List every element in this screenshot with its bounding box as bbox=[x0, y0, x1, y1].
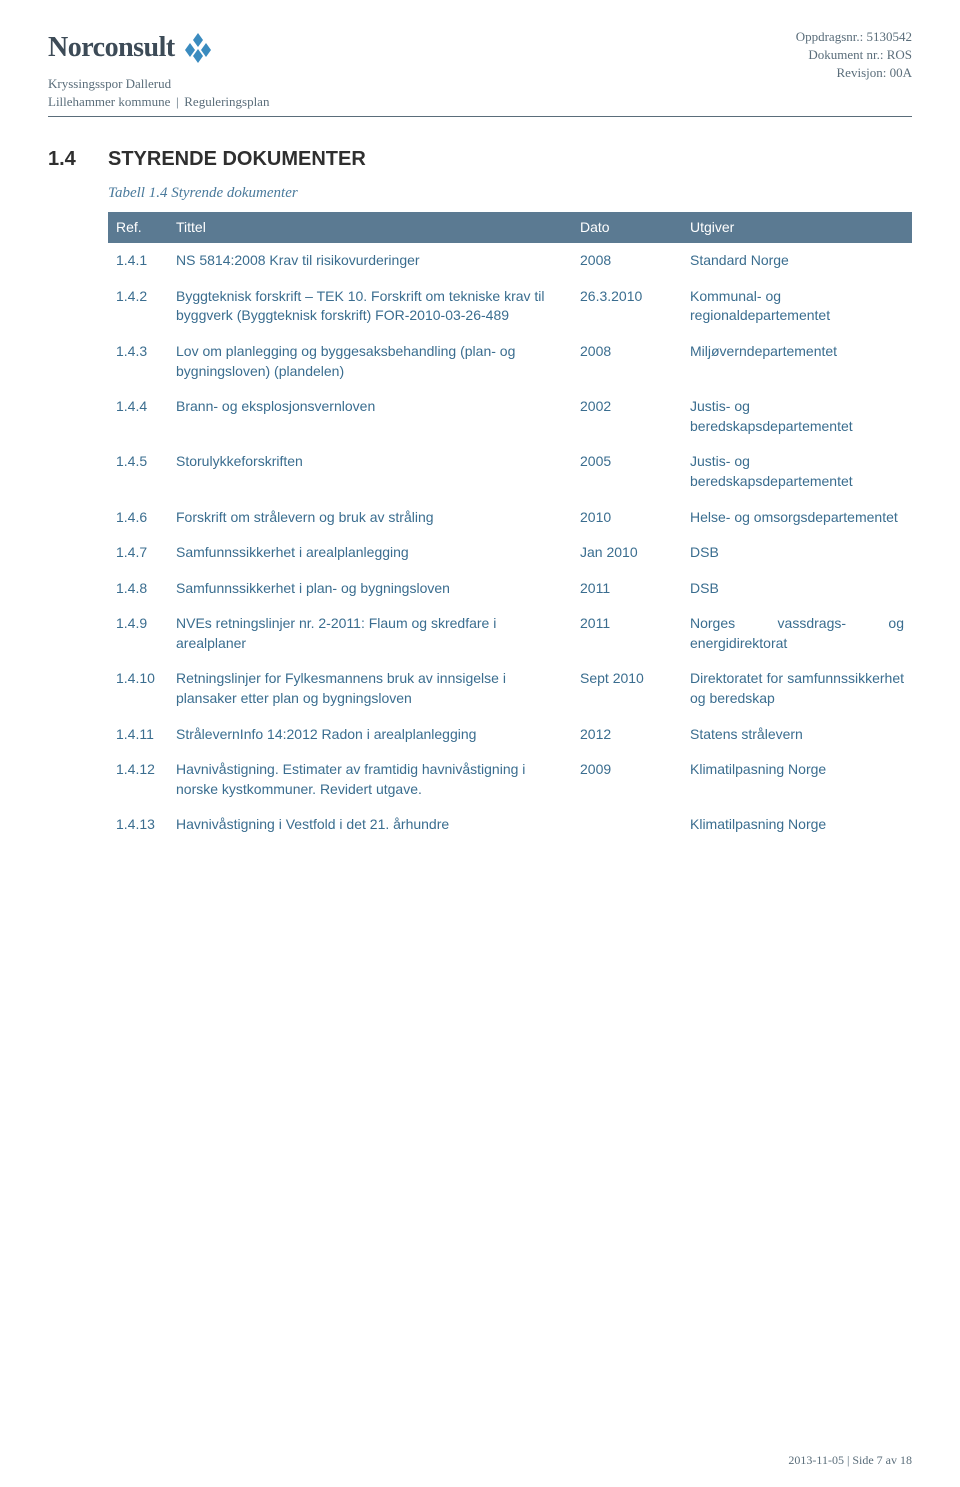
revision: Revisjon: 00A bbox=[796, 64, 912, 82]
table-body: 1.4.1NS 5814:2008 Krav til risikovurderi… bbox=[108, 243, 912, 843]
col-header-pub: Utgiver bbox=[682, 212, 912, 244]
header-right: Oppdragsnr.: 5130542 Dokument nr.: ROS R… bbox=[796, 28, 912, 83]
table-row: 1.4.5Storulykkeforskriften2005Justis- og… bbox=[108, 444, 912, 499]
cell-ref: 1.4.12 bbox=[108, 752, 168, 807]
col-header-title: Tittel bbox=[168, 212, 572, 244]
table-caption: Tabell 1.4 Styrende dokumenter bbox=[108, 183, 912, 204]
cell-ref: 1.4.7 bbox=[108, 535, 168, 571]
documents-table: Ref. Tittel Dato Utgiver 1.4.1NS 5814:20… bbox=[108, 212, 912, 843]
cell-date: 2008 bbox=[572, 243, 682, 279]
cell-title: NS 5814:2008 Krav til risikovurderinger bbox=[168, 243, 572, 279]
table-row: 1.4.10Retningslinjer for Fylkesmannens b… bbox=[108, 661, 912, 716]
cell-ref: 1.4.13 bbox=[108, 807, 168, 843]
table-head: Ref. Tittel Dato Utgiver bbox=[108, 212, 912, 244]
logo-mark-icon bbox=[181, 33, 215, 63]
client-name: Lillehammer kommune bbox=[48, 94, 170, 109]
section-body: STYRENDE DOKUMENTER Tabell 1.4 Styrende … bbox=[108, 145, 912, 843]
section-number: 1.4 bbox=[48, 145, 90, 843]
table-header-row: Ref. Tittel Dato Utgiver bbox=[108, 212, 912, 244]
cell-ref: 1.4.8 bbox=[108, 571, 168, 607]
cell-date: 2002 bbox=[572, 389, 682, 444]
cell-date: 2008 bbox=[572, 334, 682, 389]
cell-ref: 1.4.1 bbox=[108, 243, 168, 279]
col-header-date: Dato bbox=[572, 212, 682, 244]
plan-type: Reguleringsplan bbox=[184, 94, 269, 109]
cell-title: Retningslinjer for Fylkesmannens bruk av… bbox=[168, 661, 572, 716]
cell-date: 2009 bbox=[572, 752, 682, 807]
cell-title: Storulykkeforskriften bbox=[168, 444, 572, 499]
table-row: 1.4.11StrålevernInfo 14:2012 Radon i are… bbox=[108, 717, 912, 753]
cell-ref: 1.4.10 bbox=[108, 661, 168, 716]
cell-publisher: Direktoratet for samfunnssikkerhet og be… bbox=[682, 661, 912, 716]
cell-title: Samfunnssikkerhet i plan- og bygningslov… bbox=[168, 571, 572, 607]
cell-ref: 1.4.5 bbox=[108, 444, 168, 499]
cell-date: 2010 bbox=[572, 500, 682, 536]
section-title: STYRENDE DOKUMENTER bbox=[108, 145, 912, 173]
page-footer: 2013-11-05 | Side 7 av 18 bbox=[788, 1452, 912, 1469]
page-header: Norconsult Kryssingsspor Dallerud Lilleh… bbox=[48, 28, 912, 117]
cell-date: 2005 bbox=[572, 444, 682, 499]
table-row: 1.4.7Samfunnssikkerhet i arealplanleggin… bbox=[108, 535, 912, 571]
cell-title: Havnivåstigning. Estimater av framtidig … bbox=[168, 752, 572, 807]
table-row: 1.4.12Havnivåstigning. Estimater av fram… bbox=[108, 752, 912, 807]
header-left: Norconsult Kryssingsspor Dallerud Lilleh… bbox=[48, 28, 269, 112]
cell-publisher: DSB bbox=[682, 571, 912, 607]
cell-publisher: DSB bbox=[682, 535, 912, 571]
cell-ref: 1.4.4 bbox=[108, 389, 168, 444]
cell-title: Brann- og eksplosjonsvernloven bbox=[168, 389, 572, 444]
logo-text: Norconsult bbox=[48, 28, 175, 67]
cell-publisher: Justis- og beredskapsdepartementet bbox=[682, 389, 912, 444]
cell-date bbox=[572, 807, 682, 843]
cell-publisher: Helse- og omsorgsdepartementet bbox=[682, 500, 912, 536]
cell-title: NVEs retningslinjer nr. 2-2011: Flaum og… bbox=[168, 606, 572, 661]
cell-publisher: Kommunal- og regionaldepartementet bbox=[682, 279, 912, 334]
cell-title: Havnivåstigning i Vestfold i det 21. årh… bbox=[168, 807, 572, 843]
cell-ref: 1.4.2 bbox=[108, 279, 168, 334]
cell-ref: 1.4.11 bbox=[108, 717, 168, 753]
cell-title: Samfunnssikkerhet i arealplanlegging bbox=[168, 535, 572, 571]
table-row: 1.4.13Havnivåstigning i Vestfold i det 2… bbox=[108, 807, 912, 843]
divider-icon: | bbox=[174, 94, 181, 109]
col-header-ref: Ref. bbox=[108, 212, 168, 244]
document-page: Norconsult Kryssingsspor Dallerud Lilleh… bbox=[0, 0, 960, 883]
cell-publisher: Miljøverndepartementet bbox=[682, 334, 912, 389]
cell-title: Forskrift om strålevern og bruk av strål… bbox=[168, 500, 572, 536]
cell-publisher: Standard Norge bbox=[682, 243, 912, 279]
cell-publisher: Klimatilpasning Norge bbox=[682, 807, 912, 843]
table-row: 1.4.9NVEs retningslinjer nr. 2-2011: Fla… bbox=[108, 606, 912, 661]
table-row: 1.4.8Samfunnssikkerhet i plan- og bygnin… bbox=[108, 571, 912, 607]
table-row: 1.4.6Forskrift om strålevern og bruk av … bbox=[108, 500, 912, 536]
cell-title: StrålevernInfo 14:2012 Radon i arealplan… bbox=[168, 717, 572, 753]
cell-publisher: Norges vassdrags- og energidirektorat bbox=[682, 606, 912, 661]
cell-date: Jan 2010 bbox=[572, 535, 682, 571]
table-row: 1.4.4Brann- og eksplosjonsvernloven2002J… bbox=[108, 389, 912, 444]
cell-publisher: Klimatilpasning Norge bbox=[682, 752, 912, 807]
cell-date: 2011 bbox=[572, 606, 682, 661]
assignment-number: Oppdragsnr.: 5130542 bbox=[796, 28, 912, 46]
table-row: 1.4.3Lov om planlegging og byggesaksbeha… bbox=[108, 334, 912, 389]
project-name: Kryssingsspor Dallerud bbox=[48, 75, 269, 93]
cell-date: 2012 bbox=[572, 717, 682, 753]
cell-date: Sept 2010 bbox=[572, 661, 682, 716]
cell-ref: 1.4.3 bbox=[108, 334, 168, 389]
table-row: 1.4.2Byggteknisk forskrift – TEK 10. For… bbox=[108, 279, 912, 334]
client-plan-line: Lillehammer kommune | Reguleringsplan bbox=[48, 93, 269, 111]
cell-date: 26.3.2010 bbox=[572, 279, 682, 334]
cell-ref: 1.4.9 bbox=[108, 606, 168, 661]
cell-publisher: Statens strålevern bbox=[682, 717, 912, 753]
company-logo: Norconsult bbox=[48, 28, 269, 67]
cell-publisher: Justis- og beredskapsdepartementet bbox=[682, 444, 912, 499]
cell-date: 2011 bbox=[572, 571, 682, 607]
table-row: 1.4.1NS 5814:2008 Krav til risikovurderi… bbox=[108, 243, 912, 279]
document-number: Dokument nr.: ROS bbox=[796, 46, 912, 64]
section: 1.4 STYRENDE DOKUMENTER Tabell 1.4 Styre… bbox=[48, 145, 912, 843]
cell-title: Byggteknisk forskrift – TEK 10. Forskrif… bbox=[168, 279, 572, 334]
cell-ref: 1.4.6 bbox=[108, 500, 168, 536]
cell-title: Lov om planlegging og byggesaksbehandlin… bbox=[168, 334, 572, 389]
